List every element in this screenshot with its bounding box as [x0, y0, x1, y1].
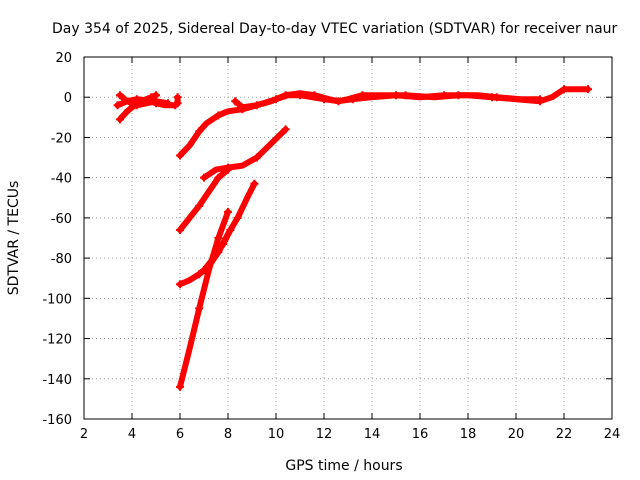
- ticks: 2 4 6 8 10 12 14 16 18 20 22 24200-20-40-60-80-100-…: [42, 51, 620, 442]
- data-point: [200, 266, 208, 275]
- data-point: [250, 179, 259, 188]
- series-line-arc-8: [201, 126, 289, 181]
- data-point: [116, 91, 124, 100]
- x-tick-label: 12: [316, 427, 333, 442]
- data-point: [231, 97, 240, 106]
- data-point: [214, 173, 223, 182]
- data-point: [176, 280, 184, 289]
- y-tick-label: -140: [42, 373, 72, 388]
- x-tick-label: 22: [556, 427, 573, 442]
- data-point: [147, 93, 156, 102]
- data-point: [226, 225, 235, 234]
- data-point: [173, 93, 182, 102]
- data-point: [152, 91, 160, 100]
- data-point: [224, 163, 232, 172]
- series-line-arc-6: [232, 90, 543, 111]
- data-point: [281, 125, 290, 134]
- data-point: [252, 101, 261, 110]
- data-point: [176, 225, 184, 234]
- data-point: [195, 127, 204, 136]
- data-point: [200, 173, 208, 182]
- data-point: [358, 91, 367, 100]
- data-point: [560, 85, 568, 94]
- x-tick-label: 6: [176, 427, 184, 442]
- data-point: [492, 93, 501, 102]
- x-tick-label: 20: [508, 427, 525, 442]
- series-line-arc-11: [201, 227, 234, 274]
- data-point: [401, 91, 410, 100]
- x-tick-label: 2: [80, 427, 88, 442]
- y-tick-label: -80: [51, 252, 72, 267]
- plot-frame: [83, 56, 613, 420]
- x-tick-label: 24: [604, 427, 621, 442]
- chart-title: Day 354 of 2025, Sidereal Day-to-day VTE…: [52, 21, 618, 37]
- data-point: [195, 201, 204, 210]
- data-point: [176, 382, 184, 391]
- data-point: [214, 234, 223, 242]
- data-point: [214, 111, 223, 120]
- y-axis-label: SDTVAR / TECUs: [6, 181, 22, 296]
- y-tick-label: -160: [42, 413, 72, 428]
- data-point: [195, 270, 204, 279]
- data-point: [536, 95, 544, 104]
- x-tick-label: 16: [412, 427, 429, 442]
- x-tick-label: 18: [460, 427, 477, 442]
- x-tick-label: 14: [364, 427, 381, 442]
- data-point: [164, 99, 172, 108]
- data-point: [176, 151, 184, 160]
- data-point: [130, 101, 139, 110]
- data-point: [252, 153, 261, 162]
- y-tick-label: -120: [42, 333, 72, 348]
- y-tick-label: 0: [64, 91, 72, 106]
- data-point: [113, 101, 122, 110]
- data-point: [195, 304, 204, 313]
- data-point: [233, 213, 242, 222]
- x-tick-label: 4: [128, 427, 136, 442]
- data-point: [584, 85, 592, 94]
- grid: [84, 57, 612, 419]
- y-tick-label: -60: [51, 212, 72, 227]
- series-line-arc-7: [177, 166, 231, 233]
- data-point: [219, 240, 228, 249]
- series-line-arc-10: [177, 208, 231, 390]
- data-point: [224, 207, 232, 216]
- data-point: [334, 97, 343, 106]
- x-axis-label: GPS time / hours: [285, 458, 402, 474]
- data-point: [116, 115, 124, 124]
- y-tick-label: -40: [51, 172, 72, 187]
- y-tick-label: -20: [51, 131, 72, 146]
- data-point: [281, 91, 290, 100]
- x-tick-label: 10: [268, 427, 285, 442]
- x-tick-label: 8: [224, 427, 232, 442]
- y-tick-label: -100: [42, 292, 72, 307]
- data-point: [454, 91, 463, 100]
- data-point: [310, 91, 319, 100]
- y-tick-label: 20: [55, 51, 72, 66]
- series-layer: [113, 85, 592, 391]
